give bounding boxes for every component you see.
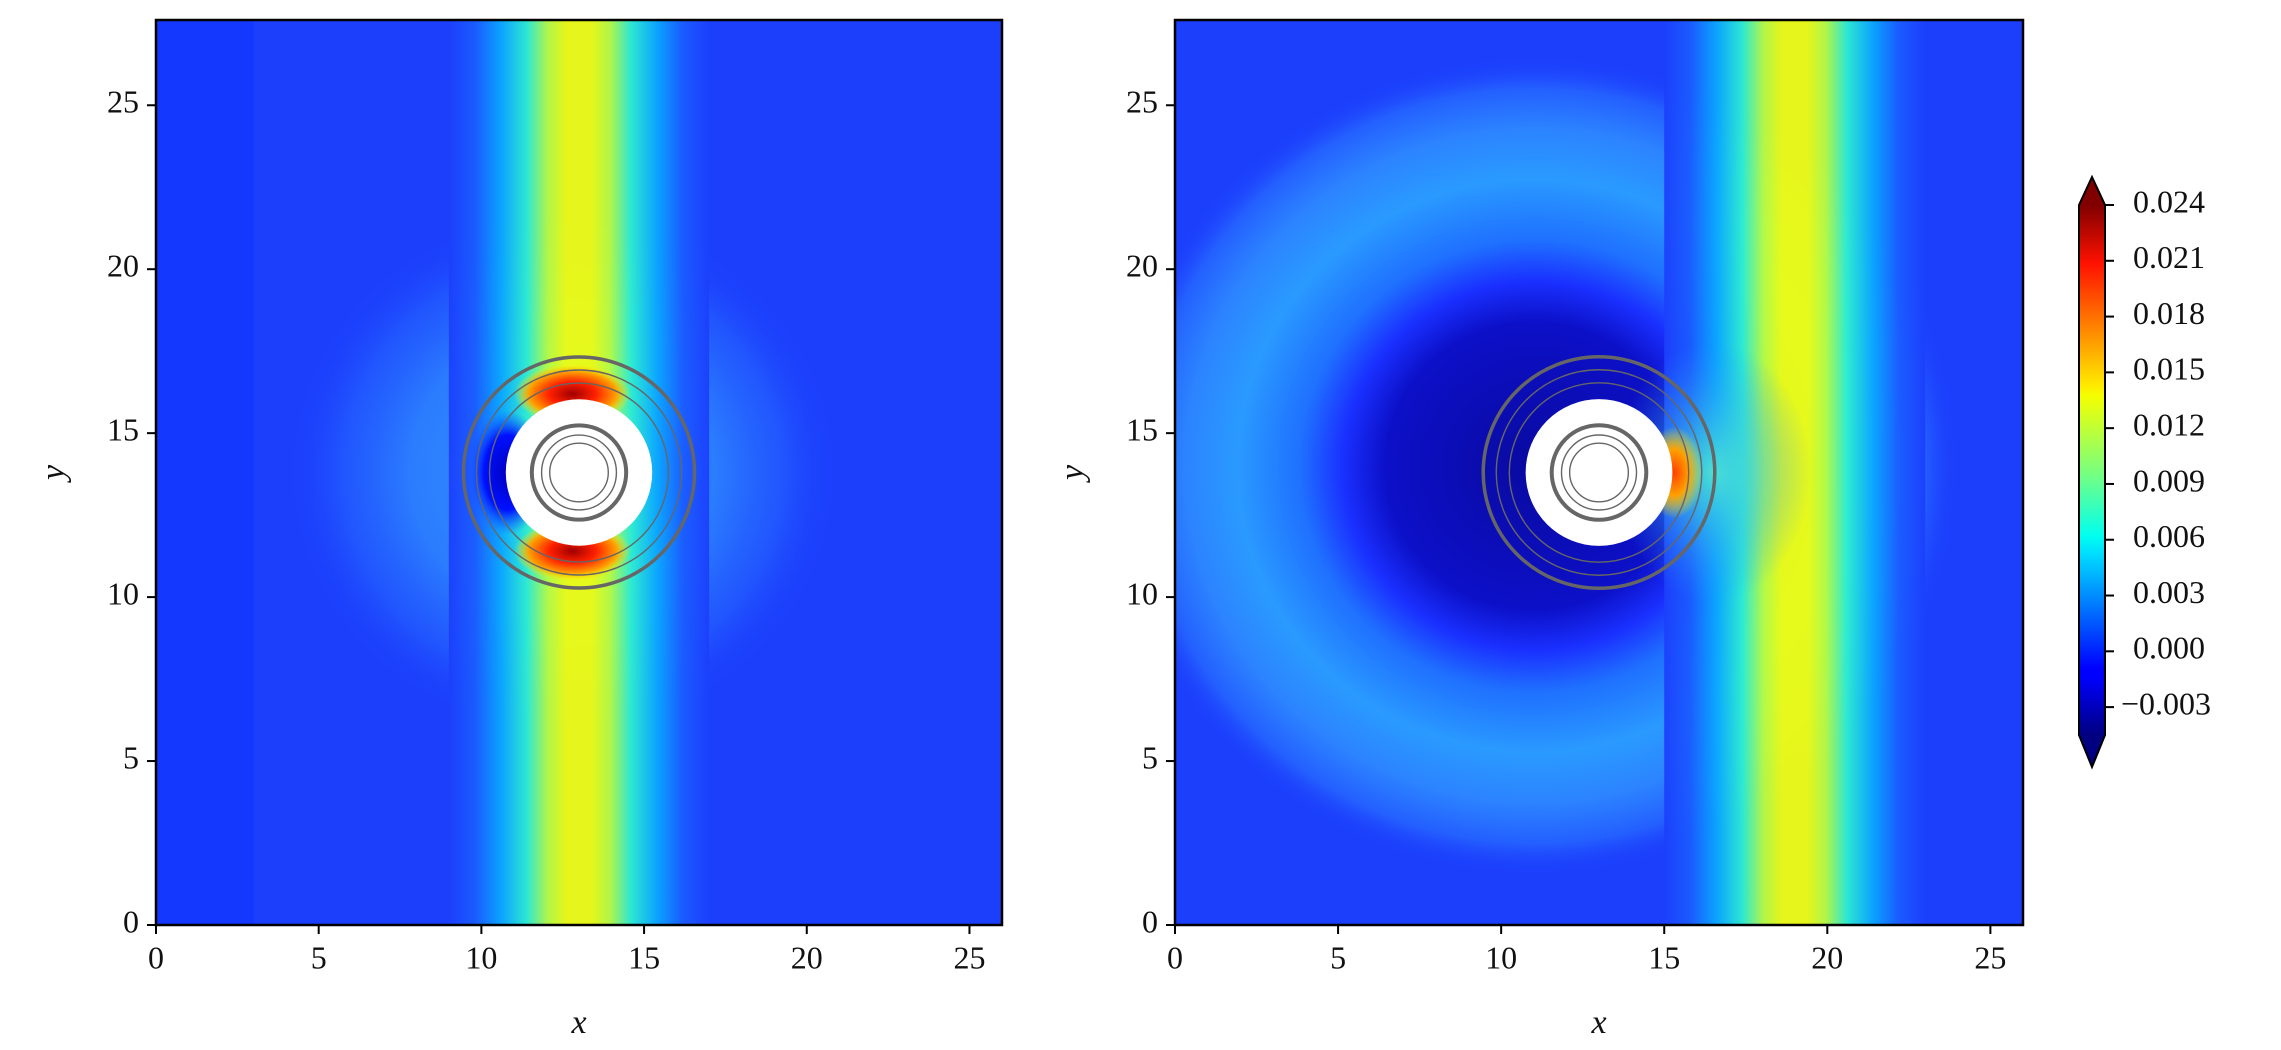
ring [549, 442, 609, 503]
x-tick-label: 20 [791, 939, 823, 975]
colorbar-tick-label: 0.009 [2133, 462, 2205, 498]
x-tick-label: 25 [953, 939, 985, 975]
colorbar-tick-label: 0.015 [2133, 351, 2205, 387]
x-tick-label: 20 [1811, 939, 1843, 975]
colorbar-frame [2078, 174, 2106, 770]
x-tick-label: 15 [628, 939, 660, 975]
y-tick-label: 5 [123, 739, 139, 775]
colorbar-tick-label: 0.000 [2133, 630, 2205, 666]
ring [475, 369, 683, 576]
y-tick-label: 25 [107, 84, 139, 120]
colorbar-tick-label: −0.003 [2121, 685, 2211, 721]
y-tick-label: 20 [107, 248, 139, 284]
obstacle [1525, 399, 1673, 546]
field-edge [156, 20, 254, 925]
y-tick-label: 15 [1126, 411, 1158, 447]
colorbar-tick-label: 0.021 [2133, 239, 2205, 275]
x-tick-label: 15 [1648, 939, 1680, 975]
y-axis-label: y [1054, 464, 1091, 483]
colorbar-tick-label: 0.003 [2133, 574, 2205, 610]
ring [529, 423, 629, 522]
axes-frame [1173, 18, 2025, 927]
ring [1568, 442, 1630, 503]
x-tick-label: 25 [1974, 939, 2006, 975]
x-tick-label: 0 [148, 939, 164, 975]
x-axis-label: x [570, 1004, 586, 1041]
x-tick-label: 0 [1167, 939, 1183, 975]
x-tick-label: 5 [311, 939, 327, 975]
x-axis-label: x [1590, 1004, 1606, 1041]
colorbar [2079, 205, 2105, 735]
y-tick-label: 10 [1126, 575, 1158, 611]
y-tick-label: 0 [1142, 903, 1158, 939]
y-tick-label: 20 [1126, 248, 1158, 284]
colorbar-extend-min [2079, 735, 2105, 767]
y-axis-label: y [35, 464, 72, 483]
ring [1495, 369, 1703, 576]
ring [1481, 354, 1717, 591]
x-tick-label: 10 [465, 939, 497, 975]
colorbar-extend-max [2079, 177, 2105, 205]
x-tick-label: 5 [1330, 939, 1346, 975]
ring [1508, 382, 1690, 563]
ring [540, 434, 618, 511]
colorbar-tick-label: 0.006 [2133, 518, 2205, 554]
colorbar-tick-label: 0.018 [2133, 295, 2205, 331]
y-tick-label: 10 [107, 575, 139, 611]
ring [1549, 423, 1649, 522]
contour-field [156, 20, 1002, 925]
x-tick-label: 10 [1485, 939, 1517, 975]
contour-field [1175, 20, 2023, 925]
colorbar-tick-label: 0.012 [2133, 407, 2205, 443]
ring [488, 382, 670, 563]
colorbar-tick-label: 0.024 [2133, 183, 2205, 219]
y-tick-label: 0 [123, 903, 139, 939]
ring [461, 355, 697, 590]
ring [1560, 434, 1638, 511]
axes-frame [154, 18, 1004, 927]
obstacle [505, 399, 653, 546]
y-tick-label: 25 [1126, 84, 1158, 120]
y-tick-label: 5 [1142, 739, 1158, 775]
y-tick-label: 15 [107, 411, 139, 447]
